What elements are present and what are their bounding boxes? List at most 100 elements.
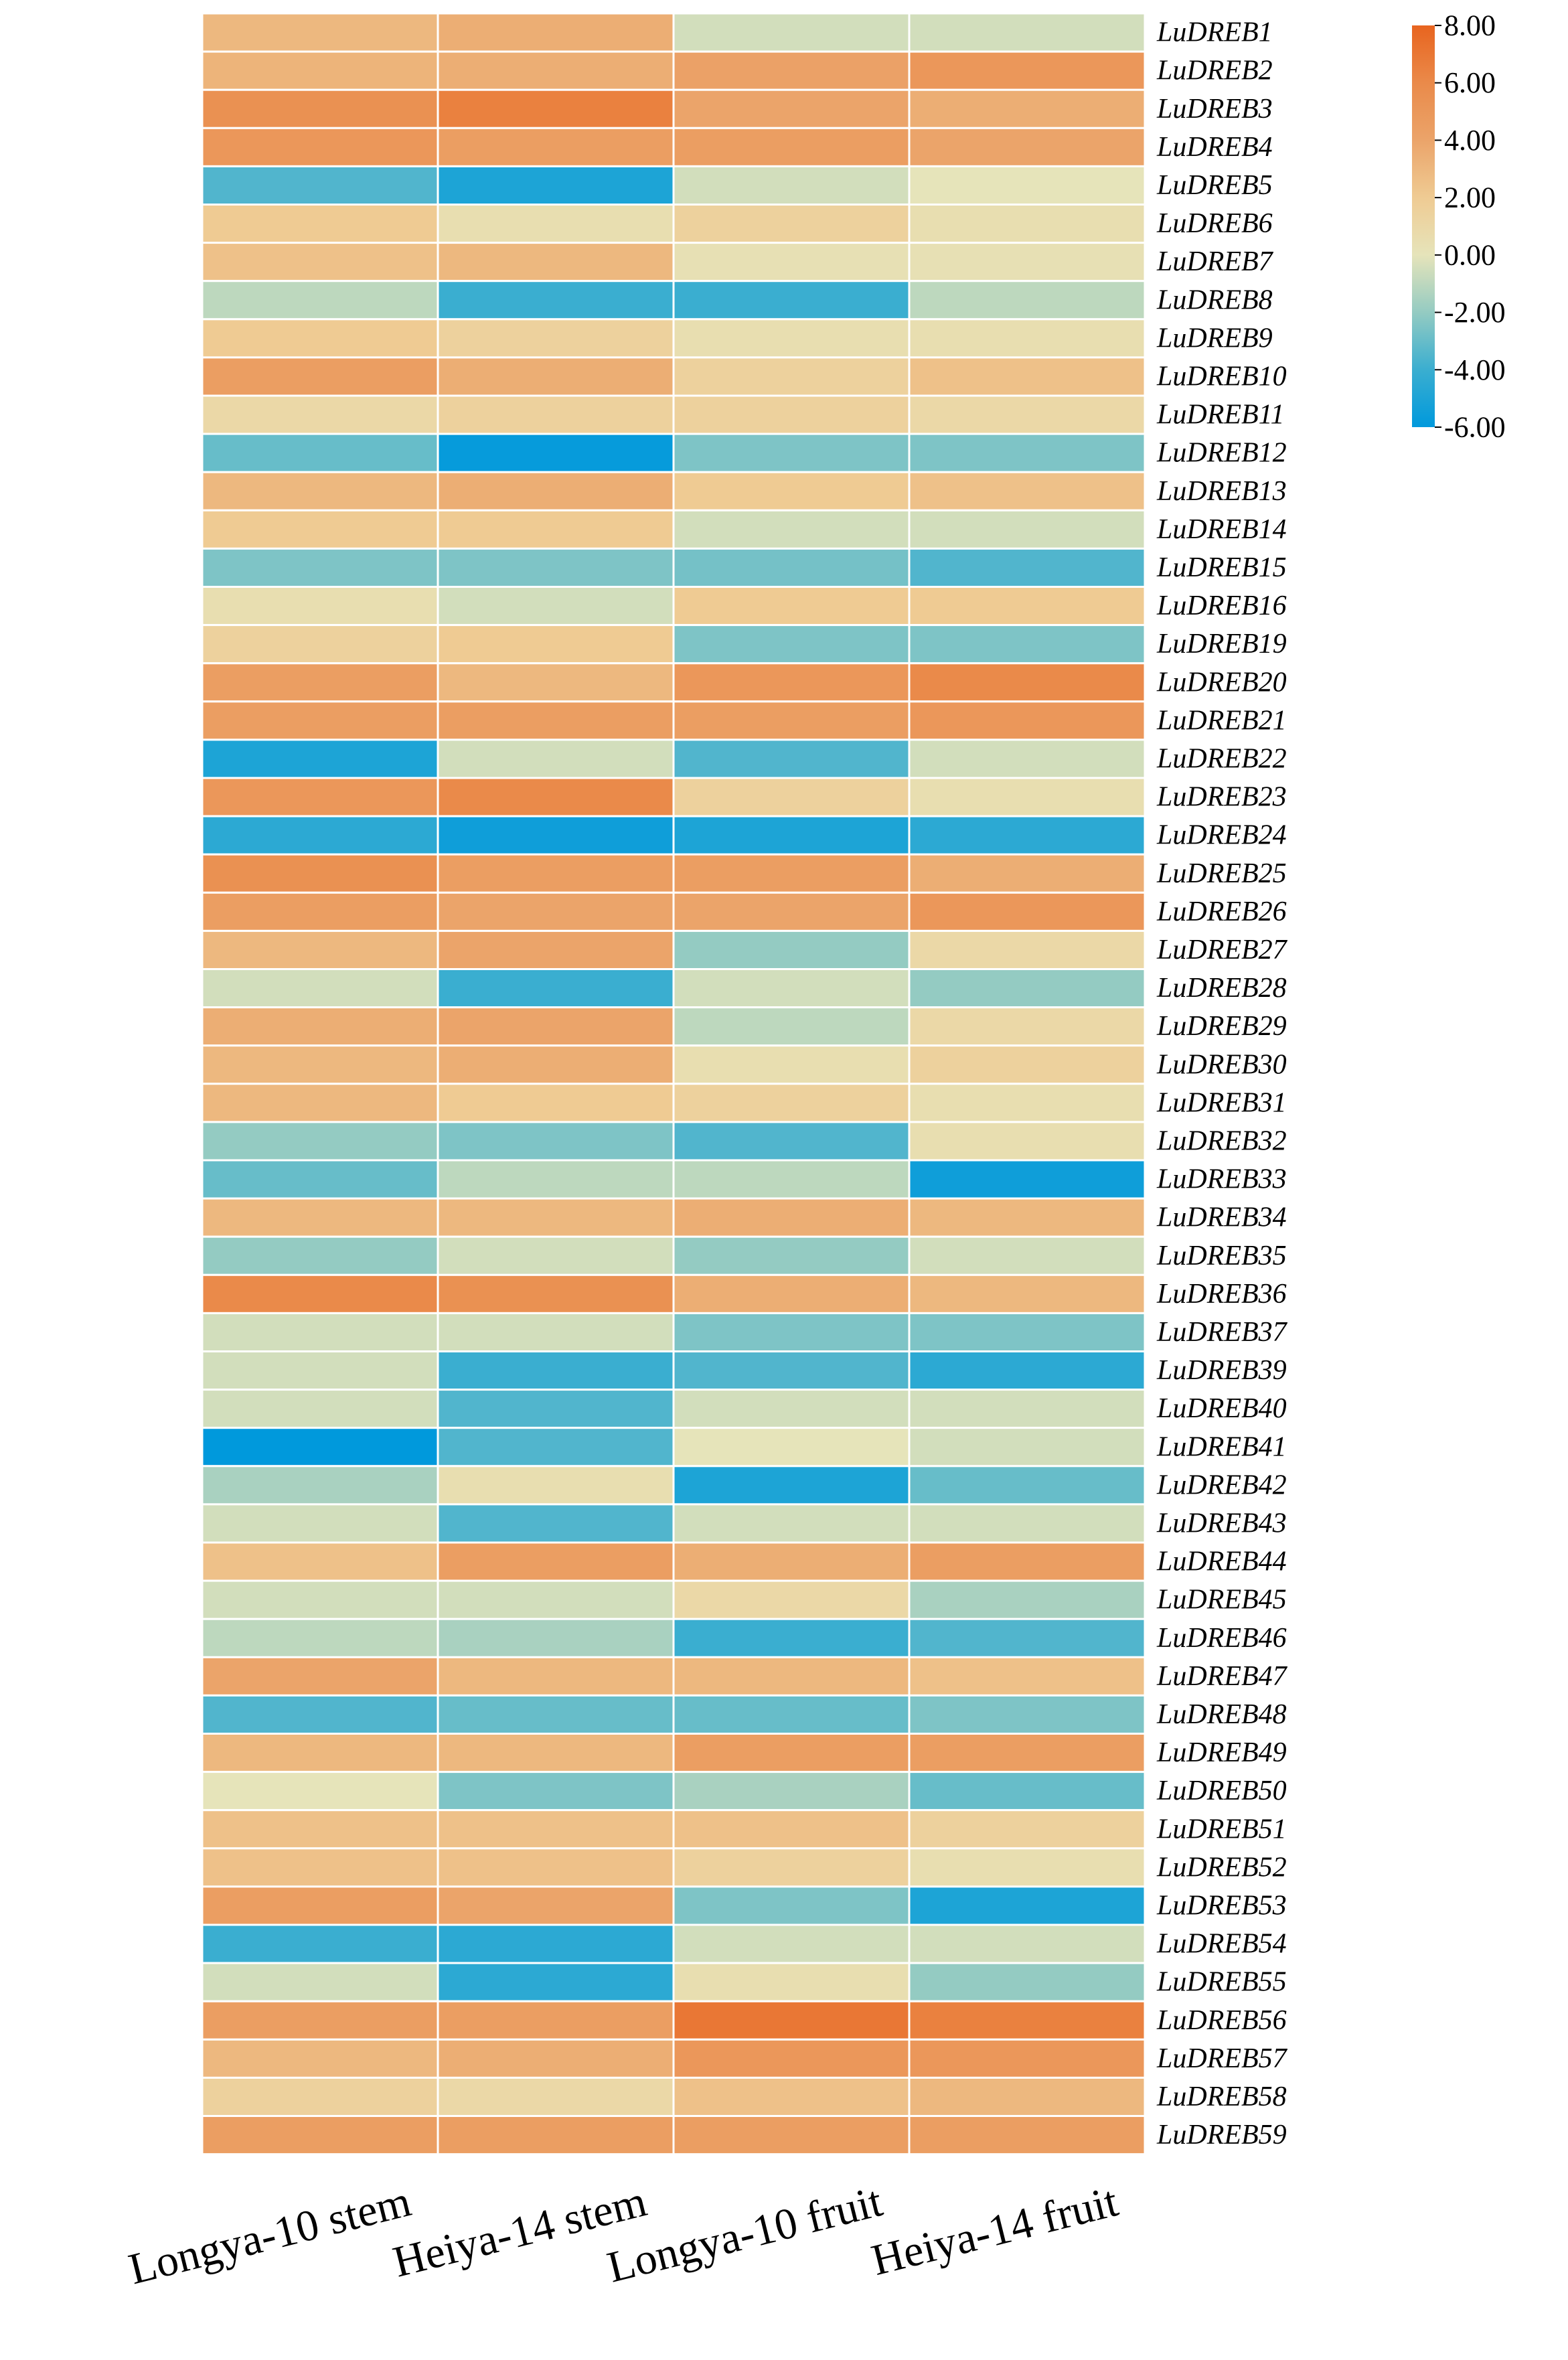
- colorbar: 8.00 6.00 4.00 2.00 0.00 -2.00 -4.00 -6.00: [1412, 9, 1506, 444]
- row-label-LuDREB10: LuDREB10: [1156, 361, 1287, 392]
- heatmap-cell-LuDREB42-3: [672, 1465, 911, 1506]
- heatmap-cell-LuDREB16-4: [908, 586, 1146, 627]
- heatmap-cell-LuDREB28-2: [437, 968, 675, 1009]
- heatmap-cell-LuDREB25-1: [201, 853, 439, 894]
- row-label-LuDREB44: LuDREB44: [1156, 1547, 1287, 1577]
- row-labels: LuDREB1 LuDREB2 LuDREB3 LuDREB4 LuDREB5 LuDRE…: [1156, 17, 1288, 2151]
- row-label-LuDREB42: LuDREB42: [1156, 1470, 1287, 1500]
- heatmap-cell-LuDREB48-1: [201, 1694, 439, 1735]
- heatmap-cell-LuDREB42-1: [201, 1465, 439, 1506]
- row-label-LuDREB22: LuDREB22: [1156, 743, 1287, 774]
- heatmap-cell-LuDREB24-1: [201, 815, 439, 856]
- row-label-LuDREB9: LuDREB9: [1156, 323, 1273, 353]
- heatmap-cell-LuDREB19-2: [437, 624, 675, 665]
- row-label-LuDREB32: LuDREB32: [1156, 1125, 1287, 1156]
- heatmap-cell-LuDREB36-1: [201, 1273, 439, 1314]
- colorbar-tick-label: 0.00: [1444, 238, 1496, 271]
- column-label-4: Heiya-14 fruit: [867, 2177, 1123, 2285]
- heatmap-cell-LuDREB47-1: [201, 1656, 439, 1697]
- heatmap-cell-LuDREB1-3: [672, 12, 911, 53]
- heatmap-cell-LuDREB35-1: [201, 1235, 439, 1276]
- heatmap-cell-LuDREB21-1: [201, 700, 439, 741]
- heatmap-cell-LuDREB28-1: [201, 968, 439, 1009]
- heatmap-cell-LuDREB51-4: [908, 1809, 1146, 1850]
- heatmap-cell-LuDREB4-2: [437, 127, 675, 167]
- heatmap-cell-LuDREB14-4: [908, 509, 1146, 550]
- heatmap-cell-LuDREB13-2: [437, 471, 675, 512]
- row-label-LuDREB20: LuDREB20: [1156, 667, 1287, 698]
- heatmap-cell-LuDREB28-4: [908, 968, 1146, 1009]
- heatmap-cell-LuDREB8-2: [437, 280, 675, 321]
- heatmap-cell-LuDREB1-1: [201, 12, 439, 53]
- heatmap-cell-LuDREB33-4: [908, 1159, 1146, 1200]
- heatmap-cell-LuDREB14-2: [437, 509, 675, 550]
- heatmap-cell-LuDREB2-3: [672, 50, 911, 91]
- heatmap-cell-LuDREB40-4: [908, 1389, 1146, 1429]
- row-label-LuDREB21: LuDREB21: [1156, 705, 1287, 736]
- heatmap-cell-LuDREB54-2: [437, 1923, 675, 1964]
- heatmap-cell-LuDREB4-4: [908, 127, 1146, 167]
- row-label-LuDREB57: LuDREB57: [1156, 2043, 1288, 2074]
- heatmap-cell-LuDREB23-1: [201, 777, 439, 817]
- heatmap-cell-LuDREB43-4: [908, 1503, 1146, 1544]
- heatmap-cell-LuDREB28-3: [672, 968, 911, 1009]
- heatmap-cell-LuDREB33-3: [672, 1159, 911, 1200]
- heatmap-cell-LuDREB26-3: [672, 891, 911, 932]
- heatmap-cell-LuDREB27-3: [672, 929, 911, 971]
- heatmap-cell-LuDREB47-4: [908, 1656, 1146, 1697]
- heatmap-cell-LuDREB45-3: [672, 1579, 911, 1620]
- heatmap-cell-LuDREB8-1: [201, 280, 439, 321]
- heatmap-cell-LuDREB8-4: [908, 280, 1146, 321]
- row-label-LuDREB40: LuDREB40: [1156, 1393, 1287, 1424]
- heatmap-cell-LuDREB23-2: [437, 777, 675, 817]
- row-label-LuDREB47: LuDREB47: [1156, 1661, 1288, 1692]
- heatmap-cell-LuDREB58-4: [908, 2076, 1146, 2117]
- heatmap-cell-LuDREB31-1: [201, 1083, 439, 1123]
- heatmap-cell-LuDREB46-3: [672, 1618, 911, 1658]
- heatmap-cell-LuDREB59-2: [437, 2115, 675, 2156]
- heatmap-cells: [201, 12, 1146, 2156]
- row-label-LuDREB4: LuDREB4: [1156, 132, 1273, 163]
- heatmap-cell-LuDREB30-2: [437, 1044, 675, 1085]
- heatmap-cell-LuDREB51-2: [437, 1809, 675, 1850]
- heatmap-cell-LuDREB29-4: [908, 1006, 1146, 1047]
- heatmap-cell-LuDREB8-3: [672, 280, 911, 321]
- heatmap-cell-LuDREB14-3: [672, 509, 911, 550]
- heatmap-cell-LuDREB15-4: [908, 547, 1146, 588]
- heatmap-cell-LuDREB1-4: [908, 12, 1146, 53]
- heatmap-cell-LuDREB49-1: [201, 1733, 439, 1774]
- heatmap-cell-LuDREB56-3: [672, 2000, 911, 2041]
- row-label-LuDREB59: LuDREB59: [1156, 2120, 1287, 2150]
- heatmap-cell-LuDREB32-1: [201, 1121, 439, 1162]
- heatmap-cell-LuDREB56-4: [908, 2000, 1146, 2041]
- heatmap-cell-LuDREB12-2: [437, 432, 675, 473]
- heatmap-cell-LuDREB26-1: [201, 891, 439, 932]
- heatmap-cell-LuDREB15-3: [672, 547, 911, 588]
- heatmap-cell-LuDREB42-2: [437, 1465, 675, 1506]
- heatmap-cell-LuDREB6-3: [672, 204, 911, 244]
- heatmap-cell-LuDREB55-3: [672, 1962, 911, 2002]
- row-label-LuDREB31: LuDREB31: [1156, 1087, 1287, 1118]
- heatmap-cell-LuDREB32-2: [437, 1121, 675, 1162]
- heatmap-cell-LuDREB5-2: [437, 165, 675, 206]
- heatmap-cell-LuDREB58-1: [201, 2076, 439, 2117]
- heatmap-cell-LuDREB51-1: [201, 1809, 439, 1850]
- row-label-LuDREB13: LuDREB13: [1156, 476, 1287, 507]
- heatmap-cell-LuDREB39-3: [672, 1350, 911, 1391]
- row-label-LuDREB14: LuDREB14: [1156, 514, 1287, 545]
- row-label-LuDREB29: LuDREB29: [1156, 1011, 1287, 1042]
- heatmap-cell-LuDREB20-2: [437, 662, 675, 703]
- heatmap-cell-LuDREB54-1: [201, 1923, 439, 1964]
- heatmap-cell-LuDREB20-1: [201, 662, 439, 703]
- heatmap-cell-LuDREB37-2: [437, 1312, 675, 1353]
- heatmap-cell-LuDREB11-1: [201, 394, 439, 435]
- heatmap-cell-LuDREB40-2: [437, 1389, 675, 1429]
- heatmap-cell-LuDREB58-2: [437, 2076, 675, 2117]
- row-label-LuDREB15: LuDREB15: [1156, 552, 1287, 583]
- heatmap-cell-LuDREB29-1: [201, 1006, 439, 1047]
- row-label-LuDREB24: LuDREB24: [1156, 820, 1287, 851]
- heatmap-cell-LuDREB19-4: [908, 624, 1146, 665]
- row-label-LuDREB55: LuDREB55: [1156, 1967, 1287, 1998]
- heatmap-cell-LuDREB56-1: [201, 2000, 439, 2041]
- row-label-LuDREB3: LuDREB3: [1156, 94, 1273, 125]
